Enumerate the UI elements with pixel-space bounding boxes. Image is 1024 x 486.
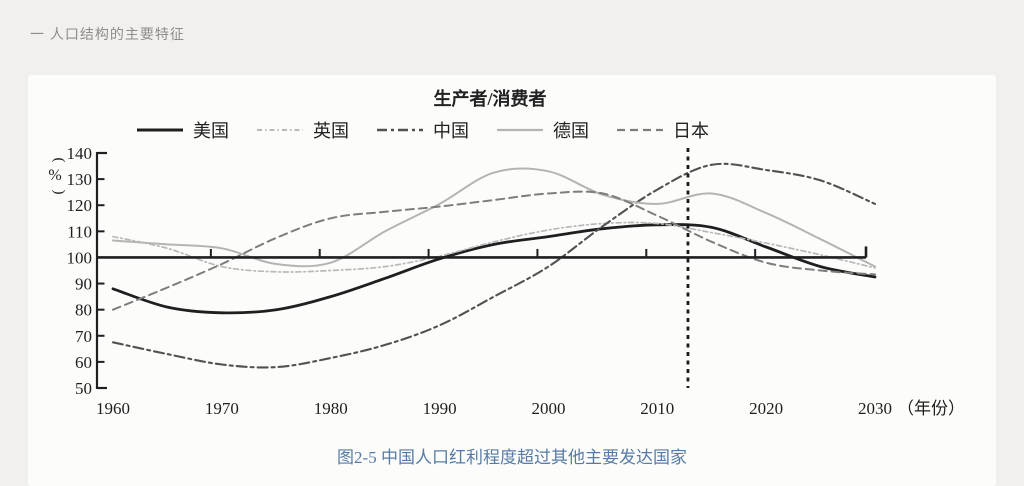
legend-label: 中国 (433, 121, 469, 141)
y-tick-label: 80 (75, 301, 92, 320)
chart-canvas: 50 60 70 80 90 100 110 120 130 140(%) 1960 1970 1980… (48, 144, 965, 418)
y-tick-label: 130 (67, 170, 93, 189)
chart-title: 生产者/消费者 (433, 89, 547, 109)
legend-label: 英国 (313, 121, 349, 141)
series-line-china (111, 162, 877, 369)
legend-item-usa: 美国 (136, 117, 229, 143)
y-tick-label: 60 (75, 353, 92, 372)
legend-item-germany: 德国 (496, 117, 589, 143)
legend-swatch-icon (257, 129, 303, 131)
content-panel: 生产者/消费者 美国 英国 中国 德国 日本 50 60 70 80 90 100 110 120 13… (28, 75, 996, 486)
series-line-uk (112, 221, 876, 273)
legend-swatch-icon (137, 128, 183, 132)
legend-item-japan: 日本 (616, 117, 709, 143)
x-tick-label: 2020 (749, 399, 783, 418)
x-tick-label: 1970 (205, 399, 239, 418)
legend-label: 日本 (673, 121, 709, 141)
x-tick-label: 1960 (96, 399, 130, 418)
y-tick-label: 90 (75, 275, 92, 294)
x-tick-label: 2010 (640, 399, 674, 418)
x-tick-label: 1990 (423, 399, 457, 418)
legend-item-china: 中国 (376, 117, 469, 143)
legend-label: 德国 (553, 121, 589, 141)
series-line-japan (112, 190, 876, 311)
y-tick-label: 100 (67, 248, 93, 267)
y-tick-label: 120 (67, 196, 93, 215)
legend-swatch-icon (617, 128, 663, 132)
series-line-usa (111, 223, 877, 315)
chart-legend: 美国 英国 中国 德国 日本 (136, 117, 709, 143)
y-axis-unit-label: % (48, 167, 61, 184)
x-tick-label: 2030 (858, 399, 892, 418)
page-header-text: 一 人口结构的主要特征 (30, 26, 185, 42)
x-axis-unit-label: （年份） (897, 399, 965, 418)
legend-swatch-icon (497, 128, 543, 132)
x-tick-label: 1980 (314, 399, 348, 418)
figure-caption: 图2-5 中国人口红利程度超过其他主要发达国家 (337, 448, 687, 467)
x-tick-label: 2000 (531, 399, 565, 418)
legend-label: 美国 (193, 121, 229, 141)
y-tick-label: 50 (75, 379, 92, 398)
legend-item-uk: 英国 (256, 117, 349, 143)
legend-swatch-icon (377, 128, 423, 132)
series-line-germany (112, 167, 876, 268)
y-axis-unit-paren: ) (51, 190, 67, 195)
y-tick-label: 70 (75, 327, 92, 346)
y-tick-label: 140 (67, 144, 93, 163)
y-tick-label: 110 (67, 222, 92, 241)
y-axis-unit-paren: ( (51, 158, 67, 163)
